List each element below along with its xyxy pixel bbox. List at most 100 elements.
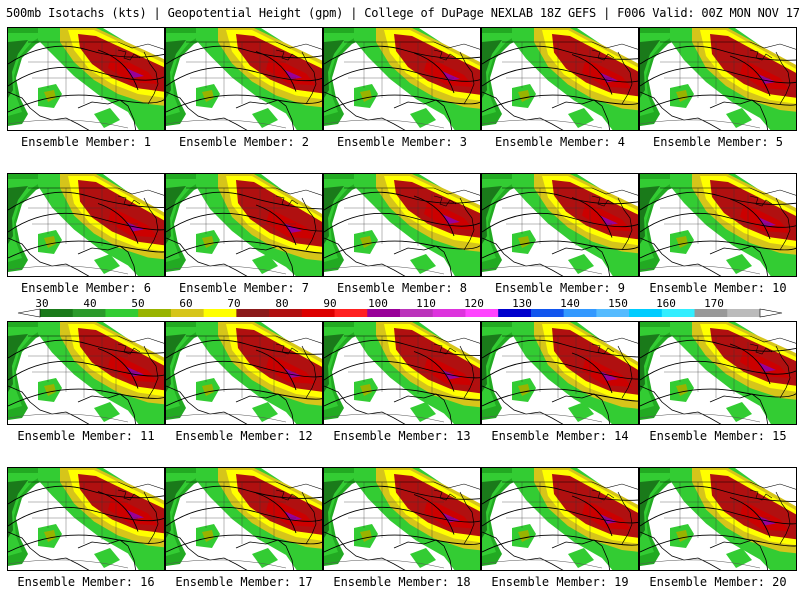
- height-contour: [166, 534, 322, 553]
- ensemble-member-label: Ensemble Member: 16: [17, 575, 155, 589]
- height-contour: [324, 45, 480, 65]
- east-coast: [775, 51, 791, 105]
- height-contour: [166, 360, 322, 381]
- state-lines: [28, 188, 138, 250]
- wind-blob-south-core: [518, 236, 530, 248]
- us-canada-border: [186, 481, 322, 490]
- great-lakes: [749, 49, 773, 61]
- height-contour: [640, 66, 796, 87]
- height-contour: [166, 339, 322, 359]
- color-scale-swatch: [72, 309, 106, 317]
- ensemble-panel: [481, 173, 639, 277]
- color-scale-arrow-left: [17, 308, 41, 318]
- wind-blob-east: [94, 402, 120, 422]
- ocean-contour: [166, 413, 287, 423]
- ensemble-member-label: Ensemble Member: 3: [336, 135, 468, 149]
- wind-blob-south-core: [202, 384, 214, 396]
- ensemble-member-label: Ensemble Member: 19: [491, 575, 629, 589]
- ensemble-member-label: Ensemble Member: 9: [494, 281, 626, 295]
- state-lines: [186, 482, 296, 544]
- east-coast: [775, 491, 791, 545]
- jet-west-core: [166, 40, 186, 98]
- ensemble-member-label: Ensemble Member: 14: [491, 429, 629, 443]
- coastline: [324, 237, 406, 276]
- great-lakes: [275, 489, 299, 501]
- jet-west-core: [640, 334, 660, 392]
- jet-west-core: [324, 186, 344, 244]
- coastline: [482, 91, 564, 130]
- wind-blob-east: [410, 108, 436, 128]
- east-coast: [143, 345, 159, 399]
- height-contour: [324, 485, 480, 505]
- ensemble-panel: [165, 27, 323, 131]
- ensemble-member-label: Ensemble Member: 18: [333, 575, 471, 589]
- wind-blob-south-core: [202, 90, 214, 102]
- us-canada-border: [28, 41, 164, 50]
- east-coast: [459, 197, 475, 251]
- jet-max: [108, 352, 158, 383]
- color-scale-label: 90: [323, 297, 337, 310]
- coastline: [8, 237, 90, 276]
- ocean-contour: [324, 413, 445, 423]
- color-scale-swatch: [301, 309, 336, 317]
- jet-streak: [442, 214, 460, 224]
- color-scale-label: 100: [368, 297, 388, 310]
- ocean-contour: [482, 265, 603, 275]
- jet-max: [582, 201, 632, 232]
- great-lakes: [591, 49, 615, 61]
- us-canada-border: [344, 187, 480, 196]
- color-scale-label: 70: [227, 297, 241, 310]
- height-contour: [729, 198, 771, 240]
- height-contour: [482, 360, 638, 381]
- height-contour: [8, 240, 164, 259]
- ensemble-member-label: Ensemble Member: 13: [333, 429, 471, 443]
- east-coast: [459, 51, 475, 105]
- jet-streak: [284, 223, 302, 233]
- ensemble-member-label: Ensemble Member: 12: [175, 429, 313, 443]
- wind-blob-south-core: [518, 384, 530, 396]
- jet-west-core: [166, 480, 186, 538]
- color-scale-label: 130: [512, 297, 532, 310]
- ocean-contour: [324, 559, 445, 569]
- jet-streak: [126, 68, 144, 78]
- ensemble-member-label: Ensemble Member: 2: [178, 135, 310, 149]
- jet-west-core: [166, 334, 186, 392]
- height-contour: [640, 506, 796, 527]
- height-contour: [97, 49, 139, 91]
- height-contour: [571, 54, 613, 95]
- color-scale-swatch: [563, 309, 597, 317]
- color-scale-label: 40: [83, 297, 97, 310]
- color-scale-swatch: [203, 309, 237, 317]
- coastline: [8, 91, 90, 130]
- height-contour: [482, 66, 638, 87]
- ocean-contour: [8, 119, 129, 129]
- ensemble-panel: [639, 321, 797, 425]
- ocean-contour: [640, 413, 761, 423]
- height-contour: [8, 360, 164, 381]
- ocean-contour: [166, 265, 287, 275]
- ocean-contour: [166, 559, 287, 569]
- wind-blob-east: [94, 548, 120, 568]
- us-canada-border: [660, 481, 796, 490]
- jet-max: [740, 203, 790, 233]
- color-scale-swatch: [105, 309, 139, 317]
- jet-west-core: [482, 186, 502, 244]
- wind-blob-east: [94, 108, 120, 128]
- us-canada-border: [186, 335, 322, 344]
- height-contour: [640, 485, 796, 505]
- jet-west-core: [482, 480, 502, 538]
- ensemble-panel: [323, 27, 481, 131]
- height-contour: [640, 339, 796, 359]
- ensemble-panel: [481, 27, 639, 131]
- wind-blob-south-core: [676, 236, 688, 248]
- wind-blob-south-core: [360, 384, 372, 396]
- wind-blob-south-core: [202, 236, 214, 248]
- us-canada-border: [344, 41, 480, 50]
- wind-blob-east: [410, 254, 436, 274]
- height-contour: [97, 203, 139, 244]
- height-contour: [166, 485, 322, 505]
- jet-west-core: [324, 40, 344, 98]
- height-contour: [482, 94, 638, 113]
- color-scale-swatch: [465, 309, 499, 317]
- height-contour: [324, 240, 480, 259]
